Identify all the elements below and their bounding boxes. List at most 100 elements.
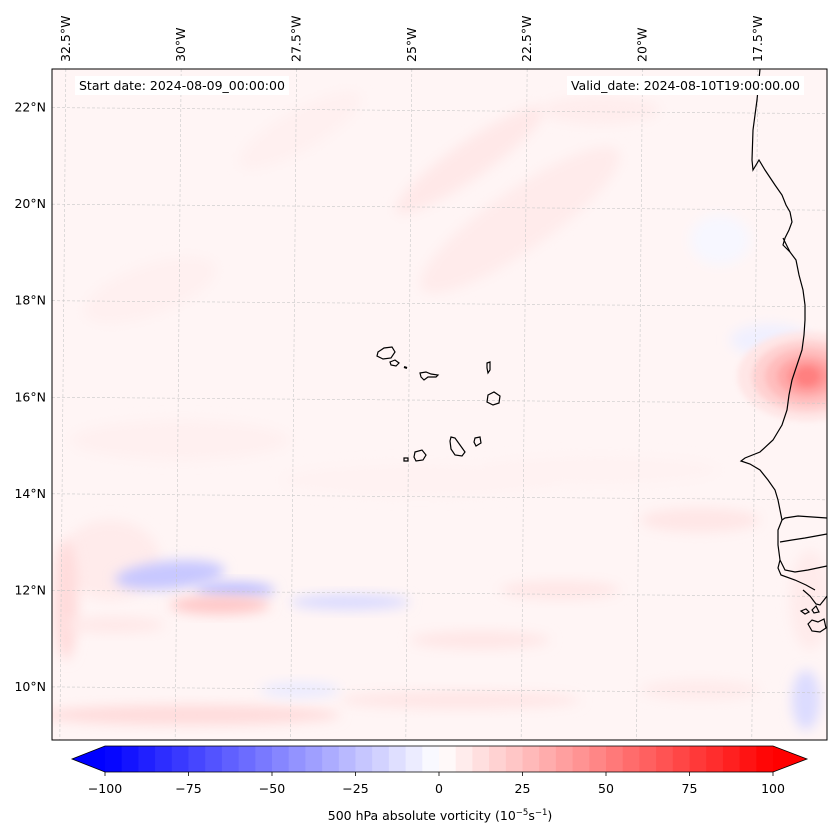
colorbar-segment (121, 746, 139, 772)
latitude-labels: 22°N 20°N 18°N 16°N 14°N 12°N 10°N (14, 100, 46, 694)
colorbar-segment (355, 746, 373, 772)
vorticity-contour (54, 540, 78, 660)
vorticity-contour (640, 508, 760, 532)
parallel-gridline (52, 203, 827, 211)
colorbar-segment (522, 746, 540, 772)
coastlines (376, 69, 827, 633)
colorbar-segment (539, 746, 557, 772)
colorbar-title-exp1: −5 (515, 808, 529, 818)
vorticity-contour (640, 680, 760, 700)
longitude-labels: 32.5°W 30°W 27.5°W 25°W 22.5°W 20°W 17.5°W (58, 16, 765, 62)
colorbar-extend-max (773, 746, 807, 772)
vorticity-contour (83, 256, 217, 324)
meridian-gridline (290, 69, 297, 740)
colorbar-segment (606, 746, 624, 772)
parallel-gridline (52, 107, 827, 114)
vorticity-contour (540, 96, 660, 124)
vorticity-contour (170, 596, 270, 614)
vorticity-contour (690, 215, 750, 265)
guinea-bissau-coast (802, 589, 827, 606)
meridian-gridline (520, 69, 528, 740)
colorbar-segment (722, 746, 741, 772)
colorbar-segment (439, 746, 457, 772)
colorbar-tick-label: −100 (87, 781, 123, 796)
latitude-label: 14°N (14, 486, 46, 501)
island-sal (486, 361, 491, 375)
colorbar-segment (105, 746, 123, 772)
colorbar-title-main: 500 hPa absolute vorticity (10 (327, 808, 516, 824)
vorticity-contour (420, 146, 620, 294)
colorbar-segment (572, 746, 590, 772)
latitude-label: 22°N (14, 100, 46, 115)
island-santiago (449, 436, 466, 457)
west-africa-coast (739, 69, 827, 591)
vorticity-contour (480, 456, 720, 484)
colorbar-segment (672, 746, 690, 772)
longitude-label: 30°W (173, 27, 188, 62)
colorbar-segment (472, 746, 490, 772)
colorbar-segment (756, 746, 774, 772)
colorbar-title-unit: s (528, 808, 535, 824)
vorticity-contour (410, 631, 550, 649)
vorticity-contour (792, 670, 820, 730)
colorbar-segment (338, 746, 356, 772)
parallel-gridline (52, 396, 827, 404)
latitude-label: 18°N (14, 293, 46, 308)
vorticity-field (52, 90, 827, 730)
meridian-gridline (59, 69, 67, 740)
vorticity-contour (65, 617, 165, 633)
longitude-label: 32.5°W (58, 16, 73, 62)
island-santa-luzia (403, 366, 408, 369)
meridian-gridline (636, 69, 643, 740)
parallel-gridline (52, 590, 827, 597)
colorbar-segment (656, 746, 674, 772)
colorbar-tick-label: 75 (681, 781, 698, 796)
island-sao-vicente (389, 359, 400, 367)
colorbar-tick-label: −25 (342, 781, 369, 796)
colorbar-title-exp2: −1 (534, 808, 548, 818)
island-maio (473, 436, 482, 447)
colorbar-segment (739, 746, 757, 772)
vorticity-contour (70, 420, 290, 460)
vorticity-contour (340, 691, 580, 709)
vorticity-contour (260, 682, 340, 698)
colorbar-segment (322, 746, 340, 772)
vorticity-contour (195, 582, 275, 598)
longitude-label: 22.5°W (519, 16, 534, 62)
colorbar-segment (171, 746, 189, 772)
island-fogo (413, 449, 427, 462)
longitude-label: 25°W (404, 27, 419, 62)
map-frame (51, 68, 828, 741)
colorbar-segment (305, 746, 323, 772)
colorbar-tick-label: 0 (435, 781, 443, 796)
colorbar-segment (272, 746, 290, 772)
latitude-label: 20°N (14, 196, 46, 211)
colorbar-segment (706, 746, 724, 772)
vorticity-contour (52, 705, 340, 725)
vorticity-contour (238, 90, 362, 170)
meridian-gridline (751, 69, 759, 740)
colorbar-segment (221, 746, 240, 772)
meridian-gridline (174, 69, 182, 740)
colorbar-segment (622, 746, 640, 772)
colorbar-title: 500 hPa absolute vorticity (10−5s−1) (328, 808, 553, 823)
colorbar-tick-label: 100 (761, 781, 785, 796)
island-brava (403, 457, 409, 462)
meridian-gridline (405, 69, 413, 740)
longitude-label: 27.5°W (288, 16, 303, 62)
bijagos-islands (799, 604, 827, 633)
island-santo-antao (376, 346, 396, 360)
colorbar-segment (155, 746, 173, 772)
colorbar-title-end: ) (547, 808, 553, 824)
vorticity-max-contour (795, 367, 820, 386)
vorticity-contour (500, 581, 620, 599)
colorbar-segment (555, 746, 574, 772)
island-boa-vista (486, 391, 501, 406)
colorbar-segment (639, 746, 657, 772)
colorbar-segment (188, 746, 206, 772)
colorbar-segment (505, 746, 523, 772)
longitude-label: 17.5°W (750, 16, 765, 62)
colorbar-segment (689, 746, 707, 772)
colorbar-tick-label: 50 (598, 781, 614, 796)
longitude-label: 20°W (634, 27, 649, 62)
